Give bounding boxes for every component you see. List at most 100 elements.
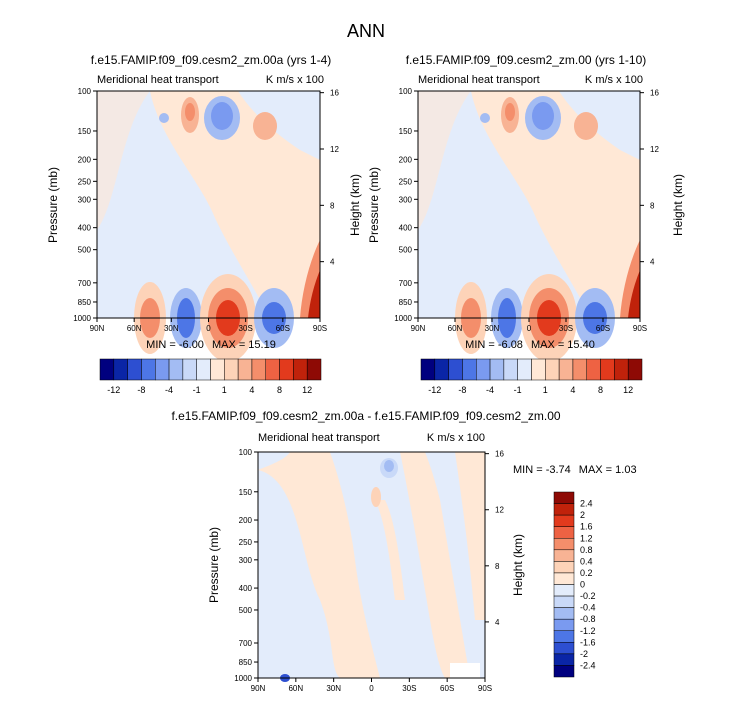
latitude-tick-label: 90S [478,684,492,693]
height-tick-label: 4 [330,258,335,267]
panel-3-axes: 100 150 200 250 300 400 500 700 850 1000 16 12 8 4 90N… [234,448,504,693]
panel-2-upper-positive-max [505,103,515,121]
latitude-tick-label: 0 [206,324,211,333]
colorbar-label: 0 [580,580,585,590]
main-title: ANN [347,21,385,41]
panel-1-y2label: Height (km) [348,174,362,236]
colorbar-label: -0.4 [580,603,596,613]
pressure-tick-label: 150 [239,488,253,497]
colorbar-swatch [182,358,197,381]
colorbar-label: -8 [458,385,466,395]
panel-1-upper-negative-max [211,102,233,130]
colorbar-label: 1 [543,385,548,395]
colorbar-swatch [558,358,574,381]
panel-2-axes: 100 150 200 250 300 400 500 700 850 1000 16 12 8 4 90N… [394,87,659,333]
colorbar-swatch [141,358,156,381]
colorbar-label: 2 [580,510,585,520]
panel-3-small-negative-core [384,460,394,472]
panel-2-ylabel: Pressure (mb) [367,167,381,243]
panel-1-positive-patch [97,91,150,230]
panel-2-positive-patch [418,91,471,230]
pressure-tick-label: 1000 [73,314,91,323]
panel-1-edge-positive-core [308,270,320,318]
pressure-tick-label: 500 [239,606,253,615]
colorbar-label: 8 [277,385,282,395]
height-tick-label: 4 [650,258,655,267]
colorbar-swatch [586,358,601,381]
colorbar-swatch [553,491,575,504]
pressure-tick-label: 850 [399,298,413,307]
colorbar-swatch [224,358,239,381]
pressure-tick-label: 400 [239,584,253,593]
colorbar-label: -0.2 [580,591,596,601]
colorbar-swatch [553,561,575,574]
latitude-tick-label: 30N [164,324,179,333]
height-tick-label: 4 [495,618,500,627]
colorbar-label: -2 [580,649,588,659]
colorbar-swatch [553,665,575,678]
latitude-tick-label: 90N [90,324,105,333]
colorbar-swatch [600,358,615,381]
colorbar-swatch [279,358,294,381]
pressure-tick-label: 300 [78,195,92,204]
pressure-tick-label: 300 [239,556,253,565]
pressure-tick-label: 200 [239,516,253,525]
colorbar-swatch [553,572,575,585]
colorbar-label: 12 [302,385,312,395]
colorbar-panel-3: 2.42 1.61.2 0.80.4 0.2 0-0.2 -0.4-0.8 -1.2-1.6… [553,491,596,678]
height-tick-label: 8 [330,201,335,210]
pressure-tick-label: 150 [399,127,413,136]
colorbar-swatch [293,358,308,381]
panel-2-positive-band [471,91,640,318]
pressure-tick-label: 850 [239,658,253,667]
latitude-tick-label: 90S [313,324,327,333]
pressure-tick-label: 200 [399,155,413,164]
panel-3-ylabel: Pressure (mb) [207,527,221,603]
latitude-tick-label: 30S [239,324,253,333]
latitude-tick-label: 30N [485,324,500,333]
colorbar-label: -4 [165,385,173,395]
latitude-tick-label: 60N [127,324,142,333]
panel-2-negative-patch [559,91,640,160]
pressure-tick-label: 250 [78,177,92,186]
pressure-tick-label: 100 [239,448,253,457]
panel-1-minmax: MIN = -6.00 MAX = 15.19 [146,339,276,351]
panel-3-y2label: Height (km) [511,534,525,596]
pressure-tick-label: 700 [239,639,253,648]
colorbar-label: 2.4 [580,499,593,509]
panel-2-units-label: K m/s x 100 [585,74,643,86]
colorbar-label: 4 [570,385,575,395]
colorbar-label: -1 [514,385,522,395]
colorbar-swatch [553,584,575,597]
pressure-tick-label: 200 [78,155,92,164]
pressure-tick-label: 700 [78,279,92,288]
colorbar-swatch [420,358,436,381]
latitude-tick-label: 30S [402,684,416,693]
latitude-tick-label: 60N [288,684,303,693]
panel-3: f.e15.FAMIP.f09_f09.cesm2_zm.00a - f.e15… [171,409,636,693]
colorbar-label: -0.8 [580,614,596,624]
panel-1-ylabel: Pressure (mb) [46,167,60,243]
panel-3-positive-band-1 [258,452,380,678]
colorbar-label: 4 [249,385,254,395]
colorbar-swatch [462,358,477,381]
colorbar-label: -12 [428,385,441,395]
height-tick-label: 12 [330,145,339,154]
colorbar-swatch [531,358,546,381]
height-tick-label: 16 [495,450,504,459]
panel-3-title: f.e15.FAMIP.f09_f09.cesm2_zm.00a - f.e15… [171,409,560,423]
colorbar-label: 12 [623,385,633,395]
colorbar-swatch [503,358,518,381]
colorbar-swatch [572,358,587,381]
colorbar-swatch [553,595,575,608]
pressure-tick-label: 1000 [394,314,412,323]
colorbar-swatch [553,642,575,655]
latitude-tick-label: 60S [276,324,290,333]
colorbar-swatch [155,358,170,381]
colorbar-label: -1.2 [580,626,596,636]
colorbar-swatch [448,358,463,381]
panel-1: f.e15.FAMIP.f09_f09.cesm2_zm.00a (yrs 1-… [46,53,362,362]
height-tick-label: 8 [650,201,655,210]
panel-2-minmax: MIN = -6.08 MAX = 15.40 [465,339,595,351]
